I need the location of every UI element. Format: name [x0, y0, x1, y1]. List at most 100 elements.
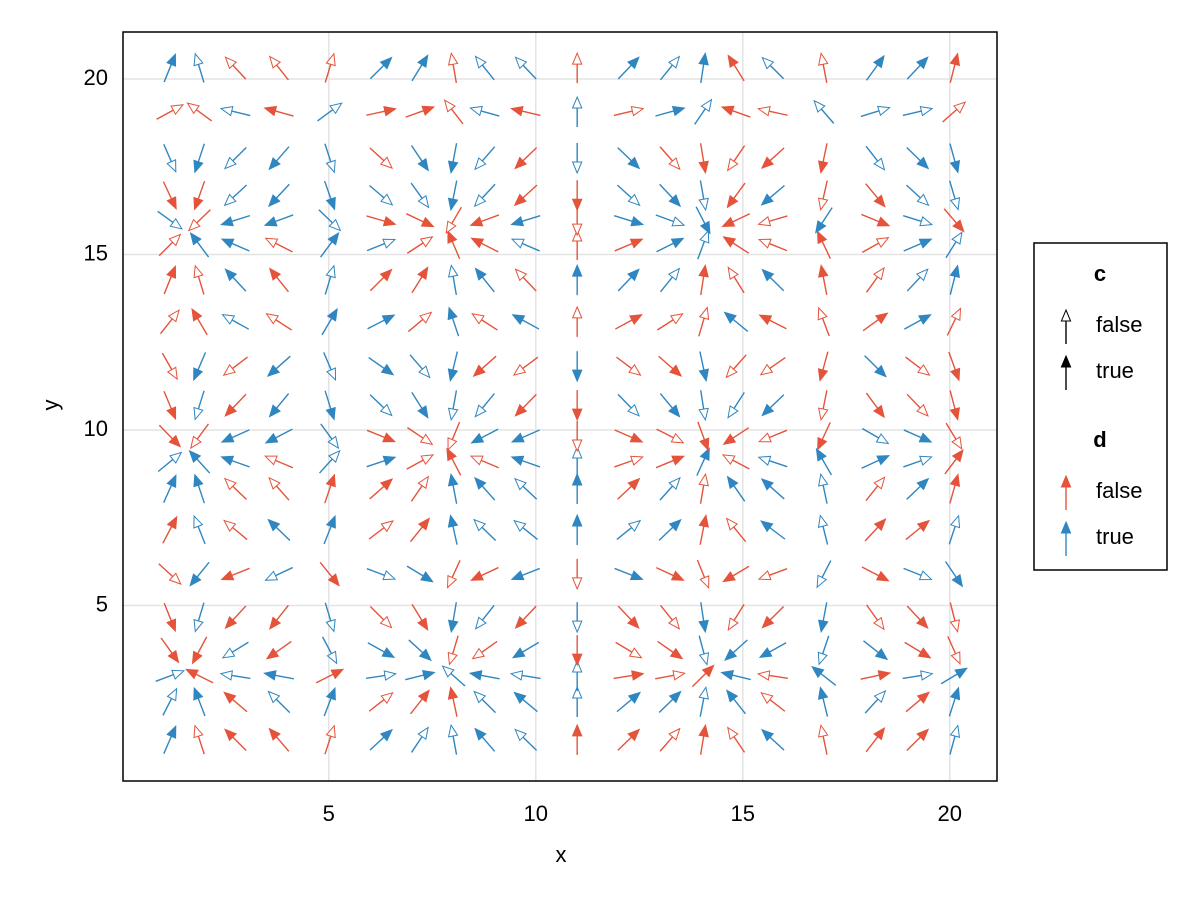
arrow-shaft: [407, 427, 424, 439]
arrow: [410, 726, 429, 753]
arrow: [617, 147, 641, 170]
arrow: [411, 392, 429, 419]
arrow: [571, 390, 583, 422]
arrow-shaft: [733, 392, 745, 409]
arrow-head: [471, 647, 486, 660]
arrow-shaft: [732, 318, 749, 332]
arrow-shaft: [275, 485, 290, 501]
arrow-shaft: [163, 143, 173, 162]
arrow-shaft: [197, 484, 206, 504]
arrow: [571, 263, 583, 296]
arrow-head: [726, 689, 739, 703]
arrow: [509, 106, 541, 117]
arrow: [722, 565, 750, 583]
arrow: [617, 605, 640, 629]
arrow-shaft: [451, 206, 462, 224]
arrow-shaft: [275, 319, 293, 331]
arrow: [697, 421, 710, 452]
arrow: [156, 104, 185, 120]
arrow-shaft: [822, 143, 828, 163]
arrow-head: [447, 368, 459, 382]
arrow-head: [325, 264, 336, 279]
y-axis-label: y: [38, 400, 63, 411]
arrow: [902, 214, 934, 227]
arrow: [509, 670, 541, 681]
arrow: [367, 642, 396, 659]
arrow: [727, 266, 745, 294]
arrow-head: [917, 647, 932, 659]
arrow-shaft: [944, 561, 957, 578]
arrow: [410, 182, 430, 209]
arrow-head: [224, 56, 238, 70]
arrow-shaft: [323, 352, 332, 371]
arrow: [219, 670, 251, 681]
arrow-head: [953, 101, 967, 114]
arrow: [865, 54, 885, 81]
arrow-shaft: [162, 181, 173, 200]
arrow: [722, 427, 750, 445]
arrow-head: [951, 448, 964, 463]
arrow: [321, 307, 338, 336]
arrow-shaft: [366, 242, 385, 252]
arrow-head: [510, 570, 525, 581]
arrow-head: [668, 690, 682, 704]
arrow: [162, 515, 178, 544]
arrow-shaft: [699, 484, 705, 504]
arrow: [324, 602, 336, 633]
arrow-head: [627, 156, 641, 170]
arrow: [616, 184, 641, 207]
arrow-shaft: [733, 526, 747, 543]
arrow: [658, 355, 683, 377]
arrow-head: [817, 436, 828, 451]
arrow-head: [627, 268, 640, 282]
arrow: [721, 454, 750, 470]
arrow-shaft: [613, 110, 633, 117]
arrow: [761, 268, 785, 292]
arrow-shaft: [943, 208, 958, 224]
arrow: [724, 639, 748, 662]
arrow-head: [727, 726, 739, 741]
arrow: [725, 517, 747, 543]
arrow: [472, 355, 497, 377]
arrow-shaft: [232, 485, 247, 500]
arrow-shaft: [906, 605, 921, 621]
arrow-head: [669, 364, 683, 377]
arrow: [698, 686, 709, 717]
arrow: [369, 394, 393, 417]
arrow: [470, 237, 499, 253]
arrow: [224, 605, 247, 630]
arrow-shaft: [231, 242, 250, 252]
arrow: [698, 306, 710, 337]
arrow-shaft: [522, 736, 538, 751]
arrow-shaft: [410, 485, 423, 502]
arrow-head: [267, 194, 281, 208]
arrow-head: [325, 686, 336, 701]
arrow-head: [264, 570, 279, 581]
arrow-shaft: [616, 184, 632, 199]
arrow: [614, 567, 644, 581]
arrow: [514, 728, 538, 751]
arrow-shaft: [232, 393, 247, 409]
arrow-head: [630, 216, 645, 227]
arrow-shaft: [906, 147, 921, 162]
arrow-shaft: [450, 672, 466, 687]
arrow: [366, 106, 397, 117]
arrow-head: [191, 307, 203, 322]
arrow-shaft: [696, 559, 706, 578]
arrow-head: [514, 156, 528, 170]
arrow-shaft: [367, 319, 385, 330]
arrow: [511, 314, 540, 330]
arrow-head: [760, 156, 775, 169]
arrow: [761, 56, 785, 80]
arrow-shaft: [617, 147, 632, 162]
arrow-shaft: [451, 241, 461, 260]
arrow-head: [916, 691, 930, 704]
arrow-shaft: [657, 640, 674, 653]
arrow-shaft: [732, 565, 750, 577]
arrow: [447, 180, 459, 212]
arrow-head: [510, 238, 525, 249]
arrow-head: [875, 570, 890, 582]
arrow-shaft: [522, 526, 538, 541]
arrow-shaft: [822, 180, 828, 200]
